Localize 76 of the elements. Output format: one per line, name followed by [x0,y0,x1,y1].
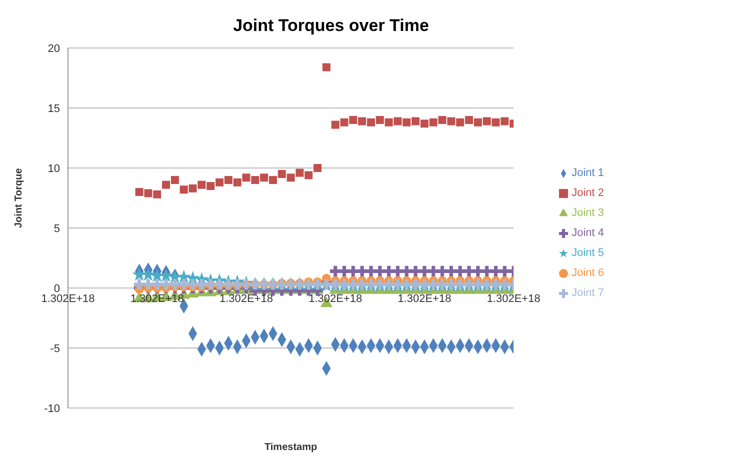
point [394,117,402,126]
point [384,118,393,126]
point [278,170,286,178]
x-tick-label: 1.302E+18 [398,293,452,305]
point [187,279,198,290]
point [340,118,348,126]
point [402,118,411,126]
point [456,118,464,126]
point [198,180,206,189]
point [492,118,500,126]
legend-label: Joint 4 [572,227,604,239]
point [153,190,162,198]
point [206,182,215,190]
point [312,279,323,290]
point [162,180,170,189]
legend-label: Joint 1 [572,167,604,179]
point [296,168,304,177]
point [303,279,314,290]
legend-label: Joint 5 [572,247,604,259]
point [286,174,295,182]
point [376,116,384,124]
legend-label: Joint 6 [572,267,604,279]
point [170,176,179,184]
y-tick-label: 15 [48,102,60,115]
point [474,118,482,126]
point [366,266,376,277]
legend-label: Joint 7 [572,287,604,299]
point [447,117,456,126]
point [180,186,188,194]
point [268,176,277,184]
legend-label: Joint 2 [572,187,604,199]
y-tick-label: -10 [44,402,60,415]
point [304,171,313,180]
point [152,279,162,290]
point [150,268,164,282]
chart-title: Joint Torques over Time [232,16,430,36]
y-axis-title: Joint Torque [14,168,25,228]
point [420,120,428,128]
y-tick-label: 5 [54,222,60,235]
point [331,120,340,129]
point [412,117,420,126]
x-tick-label: 1.302E+18 [41,293,95,305]
point [500,117,509,126]
point [188,184,197,192]
point [178,279,190,290]
point [429,118,438,126]
point [233,178,242,186]
point [134,279,145,290]
point [482,117,491,126]
point [242,174,250,182]
point [260,174,268,182]
point [158,268,174,282]
x-tick-label: 1.302E+18 [486,293,540,305]
point [314,164,322,172]
point [322,63,330,72]
point [358,117,366,126]
legend-label: Joint 3 [572,207,604,219]
y-tick-label: 0 [54,282,60,295]
point [215,178,224,186]
y-tick-label: -5 [50,342,60,355]
point [419,266,430,277]
point [438,116,446,124]
point [464,266,474,277]
point [349,116,358,124]
y-tick-label: 10 [48,162,60,175]
point [251,176,260,184]
point [366,118,375,126]
point [170,279,180,290]
point [160,279,172,290]
x-axis-title: Timestamp [264,442,318,453]
point [224,176,232,184]
y-tick-label: 20 [48,42,60,55]
point [135,188,144,196]
x-tick-label: 1.302E+18 [219,293,273,305]
point [465,116,474,124]
point [144,189,152,198]
